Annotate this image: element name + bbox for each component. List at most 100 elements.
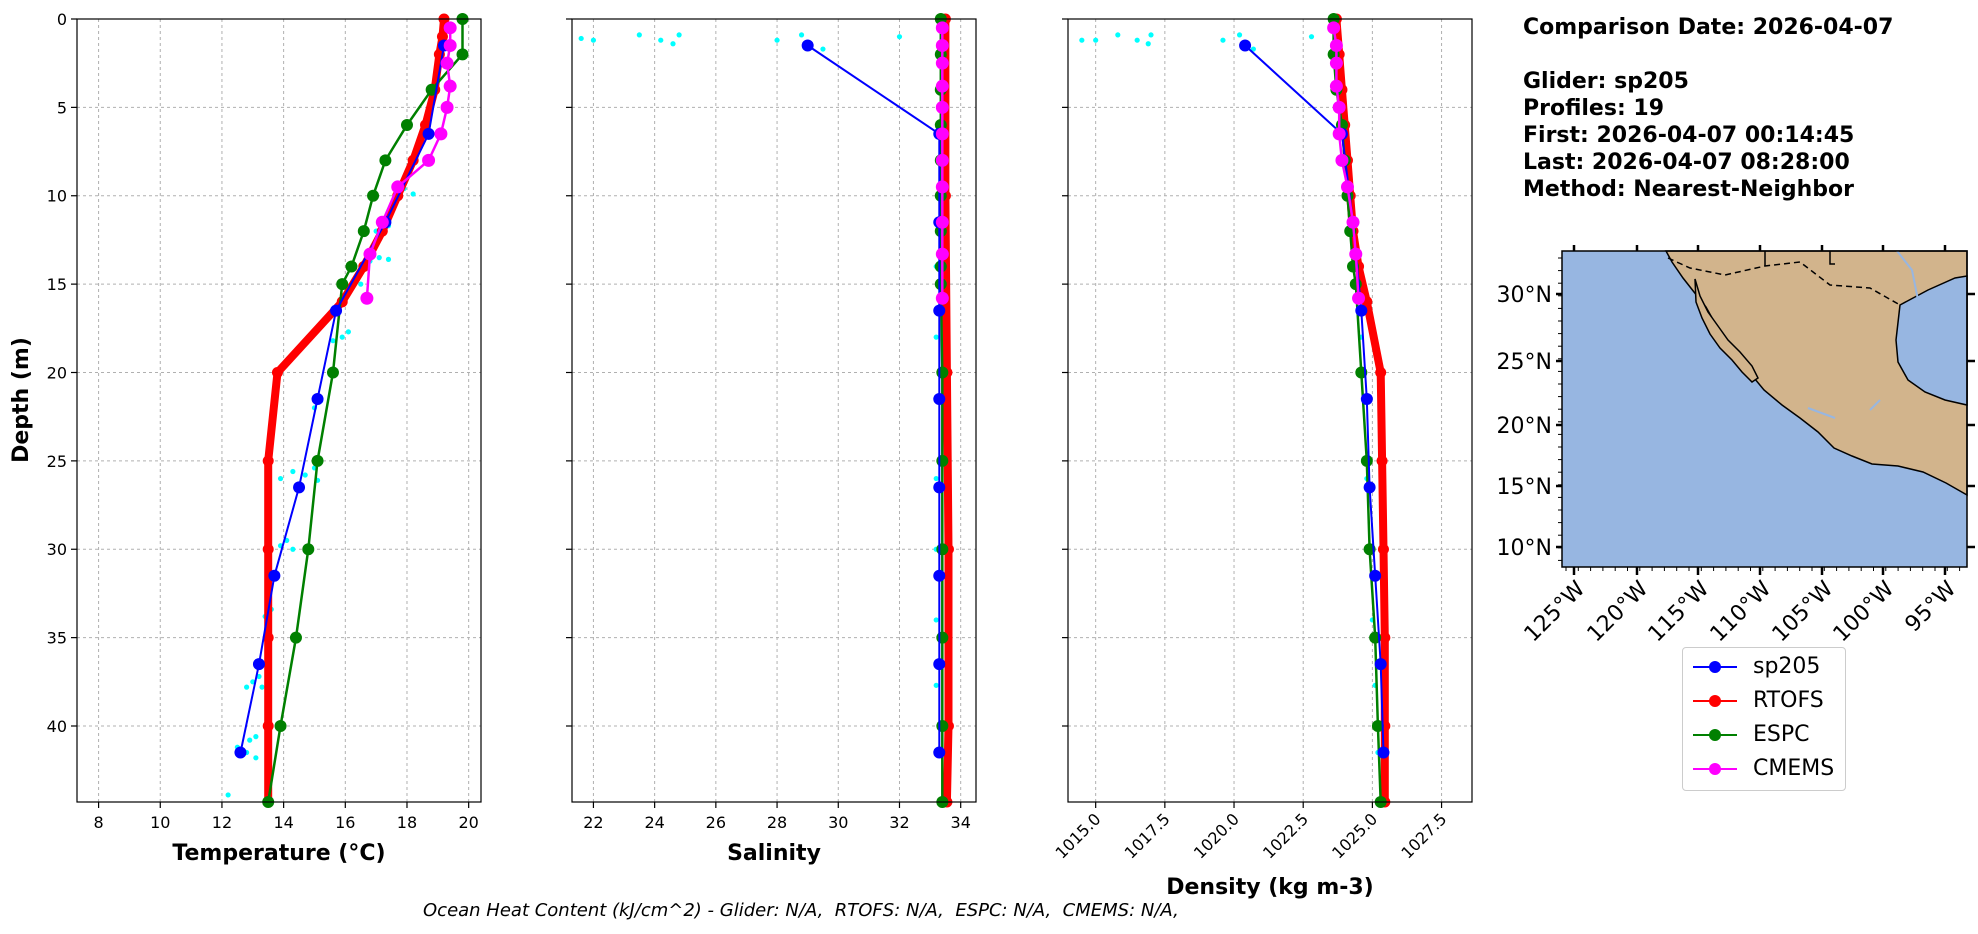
raw-point <box>774 37 780 43</box>
data-point-rtofs <box>436 31 448 43</box>
data-point-sp205 <box>252 658 265 671</box>
raw-point <box>345 329 351 335</box>
data-point-espc <box>936 366 949 379</box>
legend-marker <box>1709 763 1721 775</box>
legend-label: ESPC <box>1753 722 1810 747</box>
raw-point <box>376 255 382 261</box>
series-line-rtofs <box>264 15 448 806</box>
raw-point <box>253 755 259 761</box>
raw-point <box>290 468 296 475</box>
data-point-espc <box>302 543 315 556</box>
legend-item-rtofs: RTOFS <box>1693 686 1843 716</box>
map-lat-label: 25°N <box>1497 350 1552 375</box>
data-point-rtofs <box>1375 366 1387 378</box>
x-tick-label: 16 <box>335 813 355 832</box>
raw-point <box>290 546 296 552</box>
x-axis-label: Salinity <box>727 841 821 866</box>
info-spacer <box>1523 41 1893 68</box>
x-tick-label: 1020.0 <box>1190 809 1243 862</box>
raw-point <box>1134 37 1140 43</box>
data-point-sp205 <box>933 658 946 671</box>
data-point-cmems <box>1332 100 1346 114</box>
x-tick-label: 1027.5 <box>1397 809 1450 862</box>
map-lon-label: 105°W <box>1768 576 1839 647</box>
data-point-cmems <box>935 79 949 93</box>
x-tick-label: 12 <box>212 813 232 832</box>
data-point-sp205 <box>1360 393 1373 406</box>
data-point-espc <box>1371 719 1384 732</box>
y-axis-label: Depth (m) <box>9 337 34 463</box>
legend-marker <box>1709 729 1721 741</box>
raw-point <box>302 472 308 478</box>
profile-count: Profiles: 19 <box>1523 96 1665 121</box>
data-point-espc <box>400 119 413 132</box>
map-border-us <box>1667 257 1901 306</box>
data-point-cmems <box>935 56 949 70</box>
data-point-cmems <box>1346 215 1360 229</box>
series-line-sp205 <box>806 44 941 754</box>
data-point-espc <box>456 48 469 61</box>
legend-item-sp205: sp205 <box>1693 652 1843 682</box>
raw-point <box>253 734 259 740</box>
y-tick-label: 25 <box>47 452 67 471</box>
raw-point <box>676 32 682 38</box>
raw-point <box>658 37 664 43</box>
raw-point <box>896 34 903 40</box>
data-point-cmems <box>935 39 949 53</box>
data-point-cmems <box>935 100 949 114</box>
location-map: 30°N 25°N 20°N 15°N 10°N 125°W120°W115°W110°W… <box>1497 245 1975 647</box>
data-point-espc <box>934 260 947 273</box>
data-point-sp205 <box>933 746 946 759</box>
map-rivers <box>1807 250 1919 419</box>
legend: sp205 RTOFS ESPC CMEMS <box>1682 647 1846 791</box>
map-lon-label: 110°W <box>1706 576 1777 647</box>
data-point-cmems <box>935 21 949 35</box>
info-box: Comparison Date: 2026-04-07 Glider: sp20… <box>1523 14 1893 203</box>
data-point-cmems <box>443 39 457 53</box>
x-tick-label: 28 <box>767 813 787 832</box>
raw-point <box>385 256 392 262</box>
map-lat-label: 10°N <box>1497 536 1552 561</box>
x-tick-label: 26 <box>706 813 726 832</box>
data-point-rtofs <box>262 720 274 732</box>
data-point-espc <box>367 189 380 202</box>
data-point-espc <box>357 225 370 238</box>
raw-point <box>578 35 584 42</box>
data-point-espc <box>336 278 349 291</box>
data-point-sp205 <box>330 304 343 317</box>
data-point-rtofs <box>1376 455 1388 467</box>
x-tick-label: 34 <box>951 813 971 832</box>
x-tick-label: 32 <box>889 813 909 832</box>
x-tick-label: 18 <box>397 813 417 832</box>
data-point-espc <box>345 260 358 273</box>
y-tick-label: 35 <box>47 629 67 648</box>
data-point-rtofs <box>419 119 431 131</box>
data-point-cmems <box>434 127 448 141</box>
y-tick-label: 0 <box>57 10 67 29</box>
data-point-cmems <box>1335 153 1349 167</box>
legend-marker <box>1709 695 1721 707</box>
axes-frame <box>571 18 977 803</box>
raw-point <box>1145 41 1151 47</box>
x-tick-label: 24 <box>644 813 664 832</box>
data-point-sp205 <box>801 39 814 52</box>
raw-point <box>225 792 231 798</box>
data-point-sp205 <box>268 569 281 582</box>
legend-label: RTOFS <box>1753 688 1824 713</box>
raw-point <box>1148 32 1154 38</box>
map-lat-label: 30°N <box>1497 283 1552 308</box>
raw-point <box>1250 46 1256 52</box>
data-point-cmems <box>443 79 457 93</box>
data-point-sp205 <box>1377 746 1390 759</box>
raw-point <box>670 41 676 47</box>
data-point-sp205 <box>422 127 435 140</box>
map-border-state <box>1764 251 1835 266</box>
x-tick-label: 1022.5 <box>1259 809 1312 862</box>
raw-point <box>933 682 939 688</box>
data-point-cmems <box>1329 56 1343 70</box>
last-time: Last: 2026-04-07 08:28:00 <box>1523 150 1850 175</box>
data-point-cmems <box>375 215 389 229</box>
data-point-sp205 <box>933 393 946 406</box>
map-gulf <box>1895 275 1968 406</box>
